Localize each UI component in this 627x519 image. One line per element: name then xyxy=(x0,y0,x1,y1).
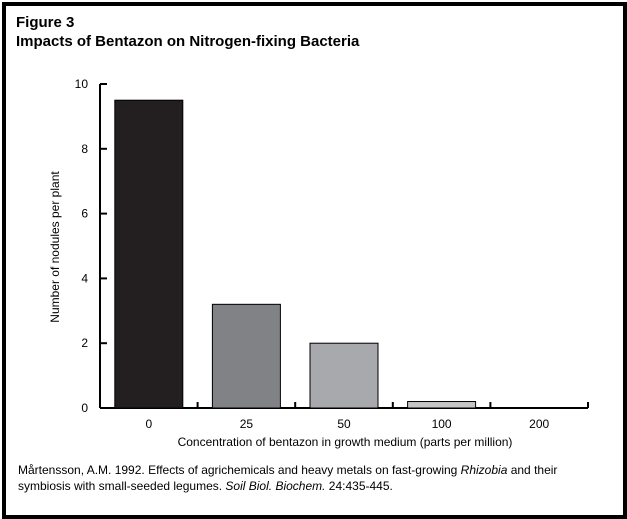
citation-text-3: 24:435-445. xyxy=(325,479,393,493)
y-tick-label: 2 xyxy=(81,336,88,350)
citation-italic-genus: Rhizobia xyxy=(460,463,508,477)
citation-text: Mårtensson, A.M. 1992. Effects of agrich… xyxy=(18,463,461,477)
y-axis-title: Number of nodules per plant xyxy=(48,171,62,323)
y-tick-label: 0 xyxy=(81,401,88,415)
x-axis-title: Concentration of bentazon in growth medi… xyxy=(178,435,513,449)
bar xyxy=(309,342,379,409)
x-tick-label: 200 xyxy=(529,417,549,431)
figure-label: Figure 3 xyxy=(16,14,75,31)
x-tick-label: 100 xyxy=(432,417,452,431)
x-tick-label: 0 xyxy=(145,417,152,431)
y-tick-label: 8 xyxy=(81,142,88,156)
y-tick-label: 4 xyxy=(81,271,88,285)
y-tick-label: 6 xyxy=(81,207,88,221)
x-tick-label: 50 xyxy=(337,417,351,431)
y-tick-label: 10 xyxy=(75,77,89,91)
y-axis: 0 2 4 6 8 10 xyxy=(75,77,107,415)
bar xyxy=(211,303,281,409)
figure-title: Impacts of Bentazon on Nitrogen-fixing B… xyxy=(16,33,360,50)
x-tick-label: 25 xyxy=(240,417,254,431)
bars xyxy=(114,99,477,409)
citation-italic-journal: Soil Biol. Biochem. xyxy=(225,479,326,493)
citation-text-2: and their symbiosis with small-seeded le… xyxy=(18,463,558,493)
bar xyxy=(114,99,184,409)
citation: Mårtensson, A.M. 1992. Effects of agrich… xyxy=(18,462,603,494)
bar xyxy=(407,401,477,409)
